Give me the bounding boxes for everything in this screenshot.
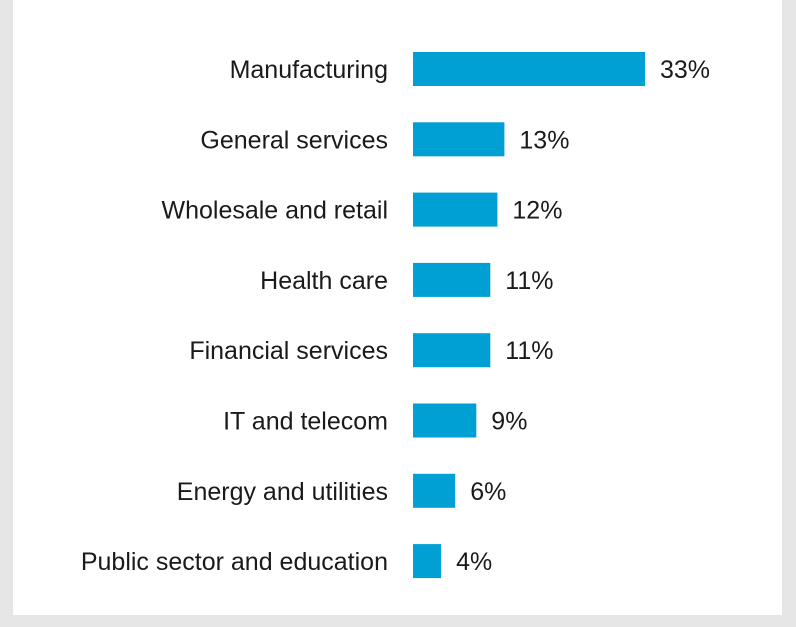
- category-label-general-services: General services: [200, 126, 388, 154]
- bar-general-services: [413, 122, 505, 157]
- bar-public-sector-and-education: [413, 544, 442, 579]
- value-label-energy-and-utilities: 6%: [470, 478, 506, 506]
- category-label-energy-and-utilities: Energy and utilities: [177, 478, 388, 506]
- bar-manufacturing: [413, 52, 645, 86]
- value-label-wholesale-and-retail: 12%: [512, 197, 562, 225]
- category-label-wholesale-and-retail: Wholesale and retail: [161, 197, 388, 225]
- value-label-health-care: 11%: [505, 267, 553, 295]
- value-labels-layer: 33% 13% 12% 11% 11% 9% 6% 4%: [456, 56, 710, 576]
- value-label-financial-services: 11%: [505, 337, 553, 365]
- horizontal-bar-chart: Manufacturing General services Wholesale a…: [81, 52, 710, 579]
- value-label-it-and-telecom: 9%: [491, 408, 527, 436]
- bar-wholesale-and-retail: [413, 192, 498, 227]
- category-label-it-and-telecom: IT and telecom: [223, 408, 388, 436]
- value-label-manufacturing: 33%: [660, 56, 710, 84]
- bar-it-and-telecom: [413, 403, 477, 438]
- bar-health-care: [413, 262, 491, 297]
- bar-energy-and-utilities: [413, 473, 456, 508]
- bars-layer: [413, 52, 645, 579]
- category-label-manufacturing: Manufacturing: [230, 56, 388, 84]
- value-label-general-services: 13%: [519, 126, 569, 154]
- chart-frame: Manufacturing General services Wholesale a…: [13, 0, 782, 615]
- category-label-financial-services: Financial services: [189, 337, 388, 365]
- category-label-public-sector-and-education: Public sector and education: [81, 548, 388, 576]
- bar-financial-services: [413, 333, 491, 368]
- value-label-public-sector-and-education: 4%: [456, 548, 492, 576]
- category-label-health-care: Health care: [260, 267, 388, 295]
- category-labels-layer: Manufacturing General services Wholesale a…: [81, 56, 388, 576]
